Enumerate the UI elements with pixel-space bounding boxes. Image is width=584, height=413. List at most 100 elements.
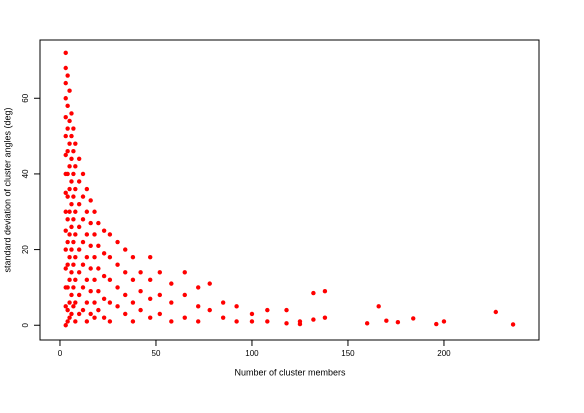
point [73,277,78,283]
point [65,239,70,245]
y-axis-title: standard deviation of cluster angles (de… [2,107,12,272]
point [148,315,153,320]
y-tick-label: 60 [21,93,30,102]
point [76,247,82,252]
x-tick-label: 200 [437,349,451,358]
point [71,126,76,131]
point [207,281,212,286]
point [411,316,416,321]
plot-frame [39,39,540,341]
point [265,319,270,324]
point [157,311,163,317]
point [71,304,76,309]
point [441,319,447,324]
point [123,270,128,275]
point [73,300,78,305]
point [88,243,93,249]
point [249,319,255,324]
point [284,321,289,326]
y-tick-label: 40 [21,169,30,178]
point [67,300,72,305]
point [76,201,82,207]
x-tick-label: 50 [152,349,161,358]
point [71,262,76,267]
point [92,232,97,237]
point [130,319,136,324]
point [284,307,289,313]
point [67,164,72,169]
point [71,285,76,290]
point [322,288,328,294]
point [73,141,78,146]
point [138,270,143,275]
point [63,96,68,101]
point [65,103,70,109]
point [84,319,90,324]
point [395,320,401,325]
point [69,111,74,116]
point [76,156,82,161]
point [73,164,78,169]
y-tick-label: 20 [21,245,30,254]
point [63,50,68,56]
point [234,304,239,309]
point [80,217,86,222]
point [76,270,82,275]
point [297,321,303,327]
point [84,209,90,214]
point [101,315,107,320]
point [69,179,74,184]
point [65,194,70,199]
point [69,311,74,317]
point [101,228,107,233]
point [96,243,101,249]
point [92,300,97,305]
point [65,126,70,131]
x-axis-title: Number of cluster members [234,367,346,377]
point [138,307,143,313]
point [71,239,76,245]
point [65,262,70,267]
point [63,209,68,214]
point [67,186,72,192]
point [73,232,78,237]
point [101,273,107,279]
point [84,277,90,283]
point [69,156,74,161]
point [67,88,72,93]
point [88,220,93,226]
point [84,300,90,305]
point [169,319,174,324]
point [107,277,113,283]
point [510,322,516,327]
point [107,300,113,305]
point [88,311,93,317]
point [80,262,86,267]
point [69,292,74,298]
point [73,254,78,260]
point [322,315,328,320]
point [65,171,70,177]
point [196,304,201,309]
point [123,247,128,252]
point [493,309,499,315]
point [92,315,97,320]
point [71,217,76,222]
point [130,254,136,260]
point [234,319,239,324]
point [96,307,101,313]
point [76,179,82,184]
point [65,217,70,222]
point [69,224,74,230]
point [73,319,78,324]
point [107,254,113,260]
point [71,149,76,154]
point [63,266,68,271]
point [107,319,113,324]
point [80,285,86,290]
point [71,171,76,177]
point [107,232,113,237]
point [69,201,74,207]
y-tick-label: 0 [21,322,30,327]
